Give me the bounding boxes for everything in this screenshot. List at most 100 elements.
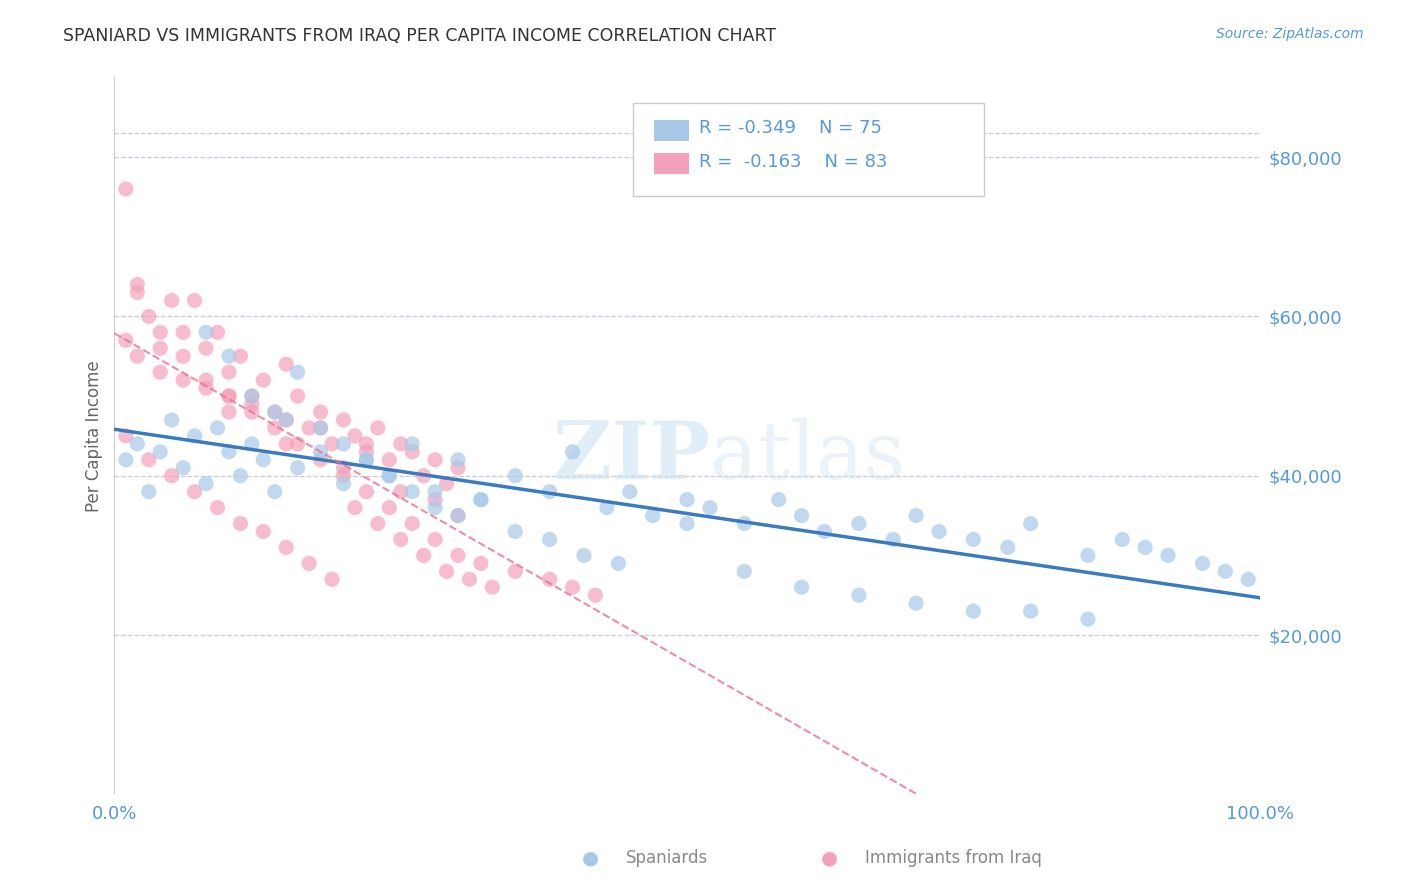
Point	[240, 437, 263, 451]
Point	[138, 484, 160, 499]
Point	[447, 549, 470, 563]
Point	[276, 541, 298, 555]
Point	[619, 484, 641, 499]
Point	[298, 557, 321, 571]
Point	[596, 500, 619, 515]
Point	[127, 437, 149, 451]
Point	[252, 373, 274, 387]
Point	[401, 484, 423, 499]
Text: Immigrants from Iraq: Immigrants from Iraq	[865, 849, 1042, 867]
Point	[183, 293, 205, 308]
Point	[401, 516, 423, 531]
Point	[127, 285, 149, 300]
Point	[790, 508, 813, 523]
Point	[389, 484, 412, 499]
Point	[332, 413, 354, 427]
Point	[813, 524, 835, 539]
Point	[240, 397, 263, 411]
Point	[263, 405, 285, 419]
Point	[676, 516, 699, 531]
Point	[905, 596, 928, 610]
Point	[470, 492, 492, 507]
Text: SPANIARD VS IMMIGRANTS FROM IRAQ PER CAPITA INCOME CORRELATION CHART: SPANIARD VS IMMIGRANTS FROM IRAQ PER CAP…	[63, 27, 776, 45]
Point	[1191, 557, 1213, 571]
Point	[378, 468, 401, 483]
Point	[287, 460, 309, 475]
Point	[423, 452, 446, 467]
Point	[138, 452, 160, 467]
Point	[218, 349, 240, 363]
Point	[423, 492, 446, 507]
Point	[287, 437, 309, 451]
Point	[790, 580, 813, 594]
Point	[218, 389, 240, 403]
Point	[276, 437, 298, 451]
Point	[436, 476, 458, 491]
Point	[343, 500, 366, 515]
Point	[218, 445, 240, 459]
Point	[298, 421, 321, 435]
Point	[1019, 604, 1042, 618]
Point	[309, 405, 332, 419]
Point	[458, 572, 481, 586]
Y-axis label: Per Capita Income: Per Capita Income	[86, 360, 103, 512]
Point	[195, 476, 218, 491]
Point	[321, 437, 343, 451]
Point	[1019, 516, 1042, 531]
Point	[195, 381, 218, 395]
Point	[332, 437, 354, 451]
Point	[115, 334, 138, 348]
Point	[195, 341, 218, 355]
Point	[401, 445, 423, 459]
Point	[172, 460, 194, 475]
Point	[848, 516, 870, 531]
Point	[378, 500, 401, 515]
Point	[905, 508, 928, 523]
Point	[641, 508, 664, 523]
Point	[207, 421, 229, 435]
Point	[229, 468, 252, 483]
Point	[127, 277, 149, 292]
Point	[997, 541, 1019, 555]
Point	[356, 484, 378, 499]
Point	[882, 533, 904, 547]
Point	[389, 437, 412, 451]
Point	[436, 564, 458, 578]
Point	[848, 588, 870, 602]
Point	[240, 405, 263, 419]
Point	[321, 572, 343, 586]
Point	[183, 484, 205, 499]
Point	[367, 516, 389, 531]
Point	[356, 452, 378, 467]
Point	[1077, 549, 1099, 563]
Point	[962, 604, 984, 618]
Point	[1111, 533, 1133, 547]
Point	[149, 445, 172, 459]
Point	[447, 460, 470, 475]
Text: ZIP: ZIP	[553, 418, 710, 497]
Point	[733, 564, 755, 578]
Point	[447, 508, 470, 523]
Point	[263, 421, 285, 435]
Point	[538, 484, 561, 499]
Point	[332, 468, 354, 483]
Point	[252, 524, 274, 539]
Point	[172, 349, 194, 363]
Point	[1077, 612, 1099, 626]
Point	[309, 445, 332, 459]
Point	[423, 484, 446, 499]
Point	[309, 452, 332, 467]
Point	[356, 445, 378, 459]
Point	[607, 557, 630, 571]
Point	[172, 373, 194, 387]
Point	[160, 468, 183, 483]
Point	[218, 389, 240, 403]
Point	[276, 413, 298, 427]
Point	[389, 533, 412, 547]
Point	[127, 349, 149, 363]
Point	[447, 508, 470, 523]
Point	[423, 500, 446, 515]
Point	[115, 452, 138, 467]
Point	[1237, 572, 1260, 586]
Point	[276, 357, 298, 371]
